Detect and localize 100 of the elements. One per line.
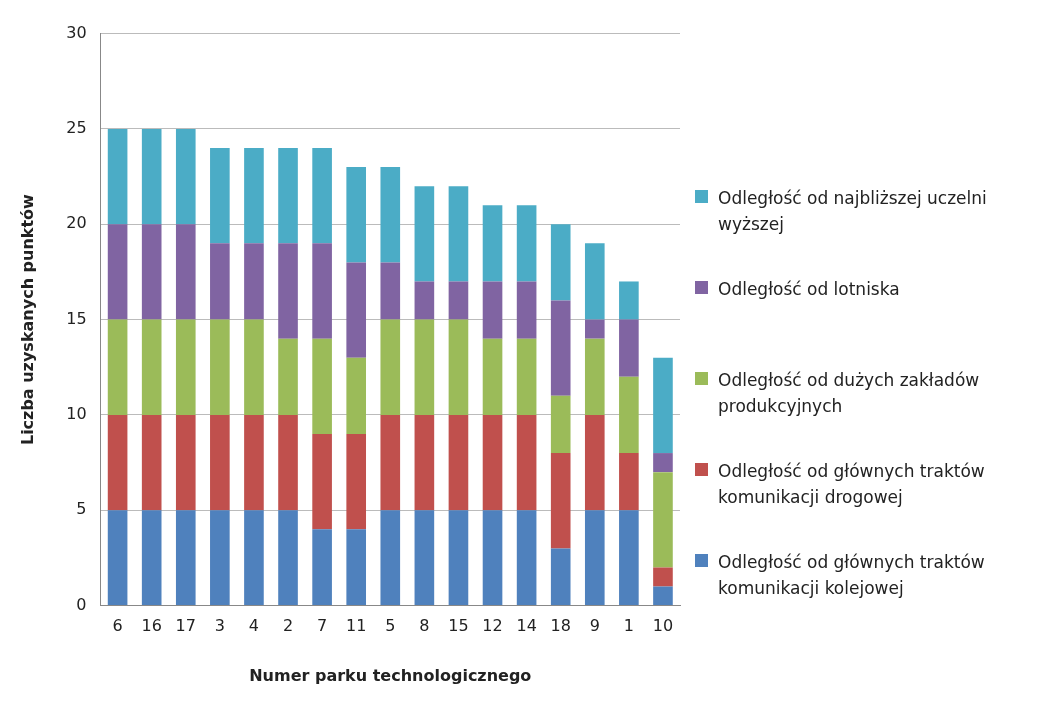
y-tick-label: 0 [76, 594, 87, 614]
bar [210, 319, 230, 415]
bar [482, 510, 503, 606]
bar [653, 453, 673, 473]
x-tick-label: 18 [550, 616, 571, 636]
x-tick-label: 10 [652, 616, 674, 636]
bar [584, 338, 605, 415]
bar [278, 148, 298, 244]
legend-label: Odległość od dużych zakładów produkcyjnych [718, 369, 981, 418]
bar [141, 319, 162, 415]
bar [414, 186, 435, 282]
bar [584, 319, 605, 339]
bar [414, 319, 435, 415]
x-tick-label: 8 [419, 616, 430, 636]
bar [550, 300, 571, 396]
bar [175, 224, 196, 320]
legend-label: Odległość od lotniska [718, 278, 900, 301]
bar [312, 148, 332, 244]
bar [175, 414, 196, 511]
bar [244, 243, 264, 320]
bar [516, 414, 537, 511]
y-tick-label: 30 [66, 22, 87, 42]
x-axis-title: Numer parku technologicznego [249, 665, 532, 685]
bar [584, 243, 605, 320]
bar [653, 472, 673, 568]
bar [380, 414, 401, 511]
x-tick-label: 14 [516, 616, 537, 636]
bar [516, 205, 537, 282]
x-tick-label: 17 [175, 616, 196, 636]
y-axis-title: Liczba uzyskanych punktów [17, 193, 37, 446]
legend-label: Odległość od głównych traktów komunikacji kolejowej [718, 551, 986, 600]
bar [346, 167, 367, 263]
bar [107, 510, 128, 606]
bar [550, 395, 571, 454]
bar [210, 148, 230, 244]
bar [482, 338, 503, 415]
bar [244, 510, 264, 606]
bar [516, 281, 537, 339]
x-tick-label: 2 [282, 616, 294, 636]
x-tick-label: 15 [448, 616, 469, 636]
bar [380, 510, 401, 606]
bar [210, 414, 230, 511]
bar [619, 376, 639, 454]
x-tick-label: 1 [623, 616, 634, 636]
bar [346, 357, 367, 434]
bar [175, 128, 196, 225]
bar [312, 243, 332, 339]
bar [107, 224, 128, 320]
x-tick-label: 11 [346, 616, 367, 636]
legend-label: Odległość od głównych traktów komunikacji drogowej [718, 460, 986, 509]
x-tick-label: 5 [385, 616, 396, 636]
bar [312, 338, 332, 434]
legend-label: Odległość od najbliższej uczelni wyższej [718, 187, 988, 236]
bar [107, 128, 128, 225]
bar [380, 262, 401, 320]
bar [175, 510, 196, 606]
x-tick-label: 12 [482, 616, 503, 636]
x-tick-label: 4 [248, 616, 260, 636]
bar [278, 243, 298, 339]
bar [550, 453, 571, 549]
bar [550, 548, 571, 606]
bar [141, 510, 162, 606]
bar [653, 357, 673, 454]
bar [482, 205, 503, 282]
x-tick-label: 7 [317, 616, 328, 636]
bar [516, 510, 537, 606]
x-tick-label: 6 [112, 616, 123, 636]
bar [278, 510, 298, 606]
bar [584, 510, 605, 606]
bar [210, 243, 230, 320]
bar [244, 148, 264, 244]
bar [619, 453, 639, 511]
bar [653, 586, 673, 606]
bar [414, 281, 435, 320]
y-tick-label: 20 [66, 213, 87, 233]
bar [346, 529, 367, 606]
bar [619, 319, 639, 377]
y-tick-label: 5 [76, 499, 87, 519]
bar [448, 414, 469, 511]
y-tick-label: 10 [66, 404, 87, 424]
bar [107, 414, 128, 511]
bar [584, 414, 605, 511]
y-tick-label: 25 [66, 118, 87, 138]
x-tick-label: 9 [589, 616, 600, 636]
bar [312, 529, 332, 606]
bar [482, 414, 503, 511]
bar [107, 319, 128, 415]
bar [380, 319, 401, 415]
x-tick-label: 16 [141, 616, 162, 636]
bar [380, 167, 401, 263]
bar [175, 319, 196, 415]
bar [414, 414, 435, 511]
bar [141, 128, 162, 225]
bar [312, 434, 332, 530]
bar [141, 414, 162, 511]
bar [448, 319, 469, 415]
bar [482, 281, 503, 339]
bar [244, 319, 264, 415]
bar [516, 338, 537, 415]
bar [278, 414, 298, 511]
